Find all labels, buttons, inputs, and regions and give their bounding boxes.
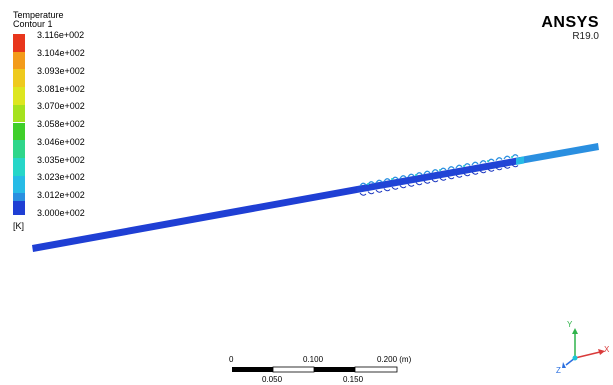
legend-swatch	[13, 175, 25, 194]
rod-finned-section[interactable]	[357, 157, 520, 193]
fin-tip-highlights	[367, 156, 513, 185]
legend-subtitle: Contour 1	[13, 19, 53, 29]
legend-swatch	[13, 140, 25, 158]
legend-label: 3.081e+002	[37, 84, 85, 94]
x-axis-head	[598, 349, 605, 355]
legend-swatch	[13, 69, 25, 88]
legend-label: 3.104e+002	[37, 48, 85, 58]
scale-segment	[232, 367, 273, 372]
legend-swatch	[13, 122, 25, 141]
legend-label: 3.070e+002	[37, 101, 85, 111]
triad-origin	[572, 355, 578, 361]
legend-label: 3.012e+002	[37, 190, 85, 200]
scale-segment	[314, 367, 355, 372]
scale-label: 0	[229, 355, 234, 364]
x-axis-arrow	[574, 351, 601, 359]
scale-segment	[354, 366, 398, 373]
scale-label: 0.050	[262, 375, 283, 384]
scale-label: 0.200 (m)	[377, 355, 412, 364]
z-axis-head	[562, 362, 566, 368]
legend-swatch	[13, 34, 25, 52]
scale-bar	[232, 366, 398, 373]
legend-label: 3.058e+002	[37, 119, 85, 129]
axis-triad[interactable]	[562, 328, 605, 368]
triad-z-label: Z	[556, 366, 561, 375]
legend-label: 3.023e+002	[37, 172, 85, 182]
scale-label: 0.150	[343, 375, 364, 384]
legend-swatch	[13, 51, 25, 70]
triad-y-label: Y	[567, 320, 573, 329]
rod-transition	[516, 156, 524, 165]
y-axis-head	[572, 328, 578, 334]
legend-swatch	[13, 87, 25, 105]
legend-swatch	[13, 157, 25, 176]
ansys-logo: ANSYS R19.0	[541, 14, 599, 42]
legend-unit: [K]	[13, 221, 25, 231]
scale-label: 0.100	[303, 355, 324, 364]
legend-label: 3.035e+002	[37, 155, 85, 165]
rod-right-section[interactable]	[520, 143, 599, 164]
triad-x-label: X	[604, 345, 610, 354]
scale-segment	[272, 366, 315, 373]
legend-label: 3.093e+002	[37, 66, 85, 76]
legend-label: 3.116e+002	[37, 30, 85, 40]
legend-swatch	[13, 104, 25, 123]
legend-title: Temperature	[13, 10, 64, 20]
rod-left-section[interactable]	[32, 186, 357, 252]
legend-label: 3.046e+002	[37, 137, 85, 147]
brand-version: R19.0	[572, 31, 599, 42]
brand-name: ANSYS	[541, 14, 599, 31]
rod-fins	[359, 154, 519, 196]
legend-label: 3.000e+002	[37, 208, 85, 218]
legend-swatch	[13, 201, 25, 215]
